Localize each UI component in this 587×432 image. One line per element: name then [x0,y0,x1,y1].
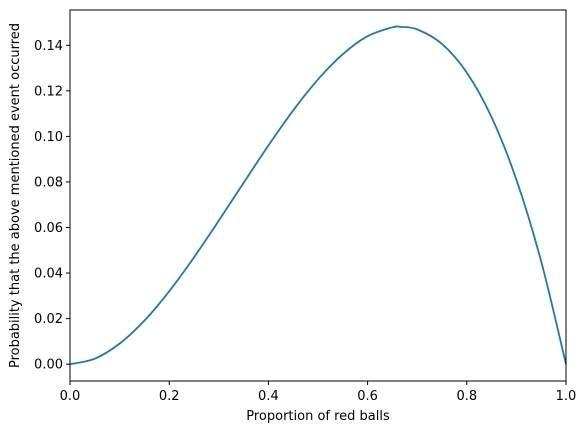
plot-frame [69,9,567,382]
y-tick-label: 0.14 [34,39,63,54]
series-layer [69,25,567,366]
ticks: 0.0 0.2 0.4 0.6 0.8 1.0 0.00 0.02 0.04 0.06 0.08 0.… [34,39,576,404]
y-tick-label: 0.02 [34,312,63,327]
y-tick-label: 0.00 [34,358,63,373]
x-tick-label: 0.6 [357,389,378,404]
y-tick-label: 0.04 [34,267,63,282]
x-tick-label: 0.8 [456,389,477,404]
x-tick-label: 0.2 [159,389,180,404]
y-tick-label: 0.06 [34,221,63,236]
x-tick-label: 0.0 [60,389,81,404]
x-tick-label: 1.0 [556,389,577,404]
y-tick-label: 0.10 [34,130,63,145]
plot-area [70,10,566,381]
y-tick-label: 0.12 [34,84,63,99]
series-line [69,25,567,366]
x-tick-label: 0.4 [258,389,279,404]
y-tick-label: 0.08 [34,175,63,190]
y-axis-label: Probability that the above mentioned eve… [8,23,23,368]
x-axis-label: Proportion of red balls [246,409,390,424]
